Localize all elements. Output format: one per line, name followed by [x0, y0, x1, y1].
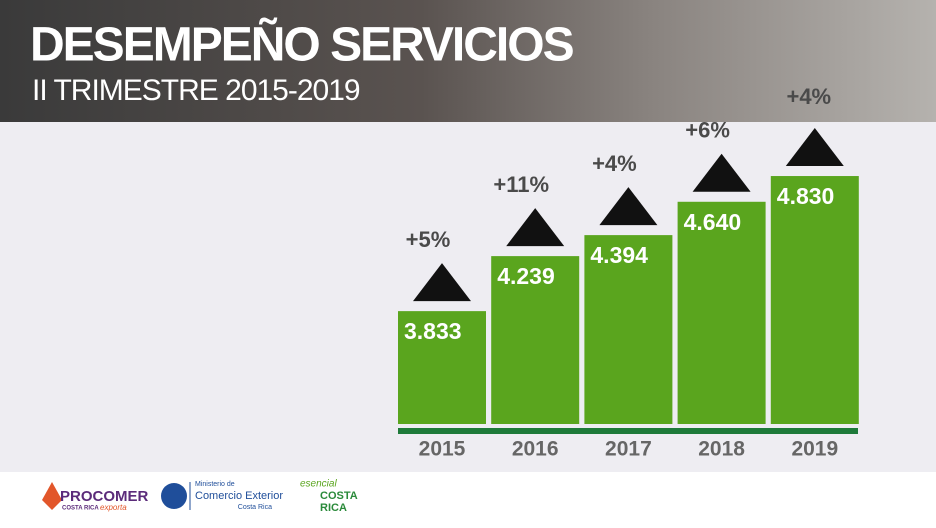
x-tick-label: 2016 — [512, 438, 559, 461]
procomer-logo — [42, 482, 62, 510]
value-label: 4.394 — [590, 242, 648, 268]
growth-label: +4% — [786, 84, 831, 109]
ministry-text: Comercio Exterior — [195, 490, 283, 502]
procomer-tag: exporta — [100, 503, 127, 512]
bar — [491, 256, 580, 424]
value-label: 3.833 — [404, 318, 462, 344]
ministry-text: Ministerio de — [195, 481, 235, 488]
bar — [677, 201, 766, 424]
brand-text: COSTA — [320, 490, 358, 502]
chart-title: DESEMPEÑO SERVICIOS — [30, 17, 574, 72]
value-label: 4.239 — [497, 263, 555, 289]
footer: PROCOMER COSTA RICA exporta Ministerio d… — [42, 479, 358, 514]
growth-label: +6% — [685, 118, 730, 143]
growth-triangle — [692, 153, 751, 192]
brand-text: esencial — [300, 479, 337, 490]
growth-label: +5% — [406, 227, 451, 252]
procomer-sub: COSTA RICA — [62, 506, 99, 512]
chart-subtitle: II TRIMESTRE 2015-2019 — [32, 74, 360, 107]
x-tick-label: 2019 — [791, 438, 838, 461]
ministry-logo — [161, 483, 187, 509]
bar — [584, 235, 673, 424]
brand-text: RICA — [320, 502, 347, 514]
baseline — [398, 428, 858, 434]
value-label: 4.830 — [777, 183, 835, 209]
growth-triangle — [785, 128, 844, 167]
header-background — [0, 0, 936, 122]
x-tick-label: 2017 — [605, 438, 652, 461]
value-label: 4.640 — [684, 209, 742, 235]
x-tick-label: 2015 — [419, 438, 466, 461]
growth-label: +11% — [493, 172, 549, 197]
x-tick-label: 2018 — [698, 438, 745, 461]
growth-label: +4% — [592, 151, 637, 176]
growth-triangle — [413, 263, 471, 302]
bar — [398, 311, 486, 424]
bar — [770, 176, 859, 424]
growth-triangle — [599, 187, 658, 226]
growth-triangle — [506, 208, 565, 247]
procomer-text: PROCOMER — [60, 488, 149, 505]
ministry-text: Costa Rica — [238, 504, 272, 511]
